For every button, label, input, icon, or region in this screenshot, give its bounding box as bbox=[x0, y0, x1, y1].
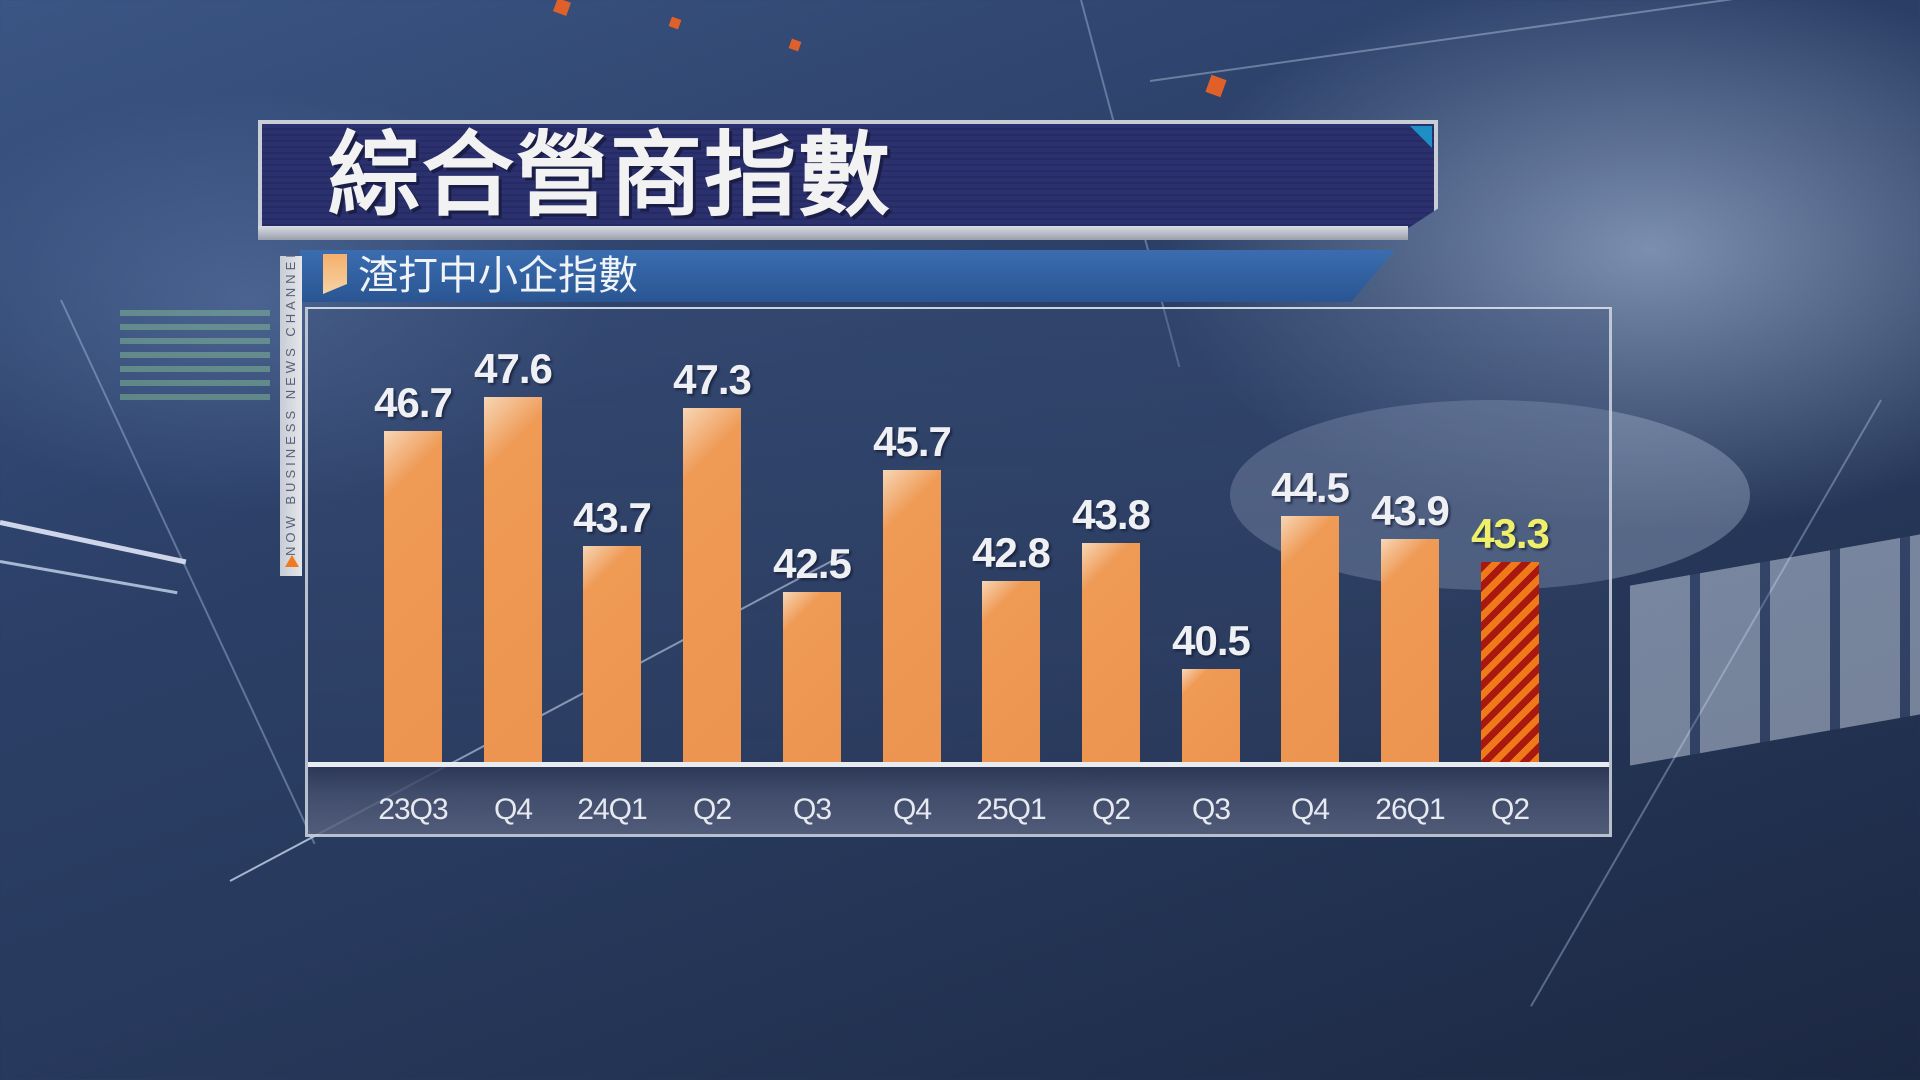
x-axis-baseline bbox=[308, 762, 1609, 767]
bar bbox=[1082, 543, 1140, 762]
bar-value-label: 47.3 bbox=[673, 356, 752, 403]
x-axis-tick-label: Q3 bbox=[1191, 793, 1231, 826]
bar bbox=[683, 408, 741, 762]
channel-strip bbox=[280, 256, 302, 576]
title-bevel bbox=[258, 226, 1408, 240]
channel-label: NOW BUSINESS NEWS CHANNEL bbox=[283, 246, 298, 556]
bar-value-label: 43.8 bbox=[1072, 491, 1151, 538]
x-axis-tick-label: 24Q1 bbox=[577, 793, 647, 826]
bar-value-label: 46.7 bbox=[374, 379, 453, 426]
x-axis-tick-label: Q4 bbox=[892, 793, 932, 826]
chart-subtitle: 渣打中小企指數 bbox=[358, 254, 638, 298]
bar-value-label: 40.5 bbox=[1172, 617, 1251, 664]
title-bar bbox=[258, 120, 1438, 228]
x-axis-tick-label: 25Q1 bbox=[976, 793, 1046, 826]
subtitle-band bbox=[300, 250, 1395, 302]
corner-accent-icon bbox=[1410, 126, 1432, 148]
bar bbox=[484, 397, 542, 762]
x-axis-tick-label: Q2 bbox=[692, 793, 732, 826]
bar bbox=[1481, 562, 1539, 762]
bar bbox=[982, 581, 1040, 762]
bar bbox=[783, 592, 841, 762]
channel-arrow-icon bbox=[285, 555, 299, 567]
bar bbox=[1381, 539, 1439, 762]
x-axis-tick-label: Q4 bbox=[493, 793, 533, 826]
bar-value-label: 43.7 bbox=[573, 494, 652, 541]
bar bbox=[883, 470, 941, 762]
bar bbox=[583, 546, 641, 762]
bar-value-label: 43.3 bbox=[1471, 510, 1550, 557]
bar-value-label: 42.8 bbox=[972, 529, 1051, 576]
x-axis-tick-label: Q4 bbox=[1290, 793, 1330, 826]
x-axis-tick-label: Q2 bbox=[1490, 793, 1530, 826]
bar-value-label: 44.5 bbox=[1271, 464, 1350, 511]
bar-value-label: 43.9 bbox=[1371, 487, 1450, 534]
x-axis-tick-label: 26Q1 bbox=[1375, 793, 1445, 826]
bar bbox=[1182, 669, 1240, 762]
x-axis-tick-label: Q3 bbox=[792, 793, 832, 826]
x-axis-band bbox=[308, 767, 1609, 834]
bar bbox=[384, 431, 442, 762]
bar-value-label: 45.7 bbox=[873, 418, 952, 465]
chart-title: 綜合營商指數 bbox=[328, 125, 893, 227]
x-axis-tick-label: Q2 bbox=[1091, 793, 1131, 826]
x-axis-tick-label: 23Q3 bbox=[378, 793, 448, 826]
bar bbox=[1281, 516, 1339, 762]
bar-value-label: 47.6 bbox=[474, 345, 553, 392]
bar-value-label: 42.5 bbox=[773, 540, 852, 587]
